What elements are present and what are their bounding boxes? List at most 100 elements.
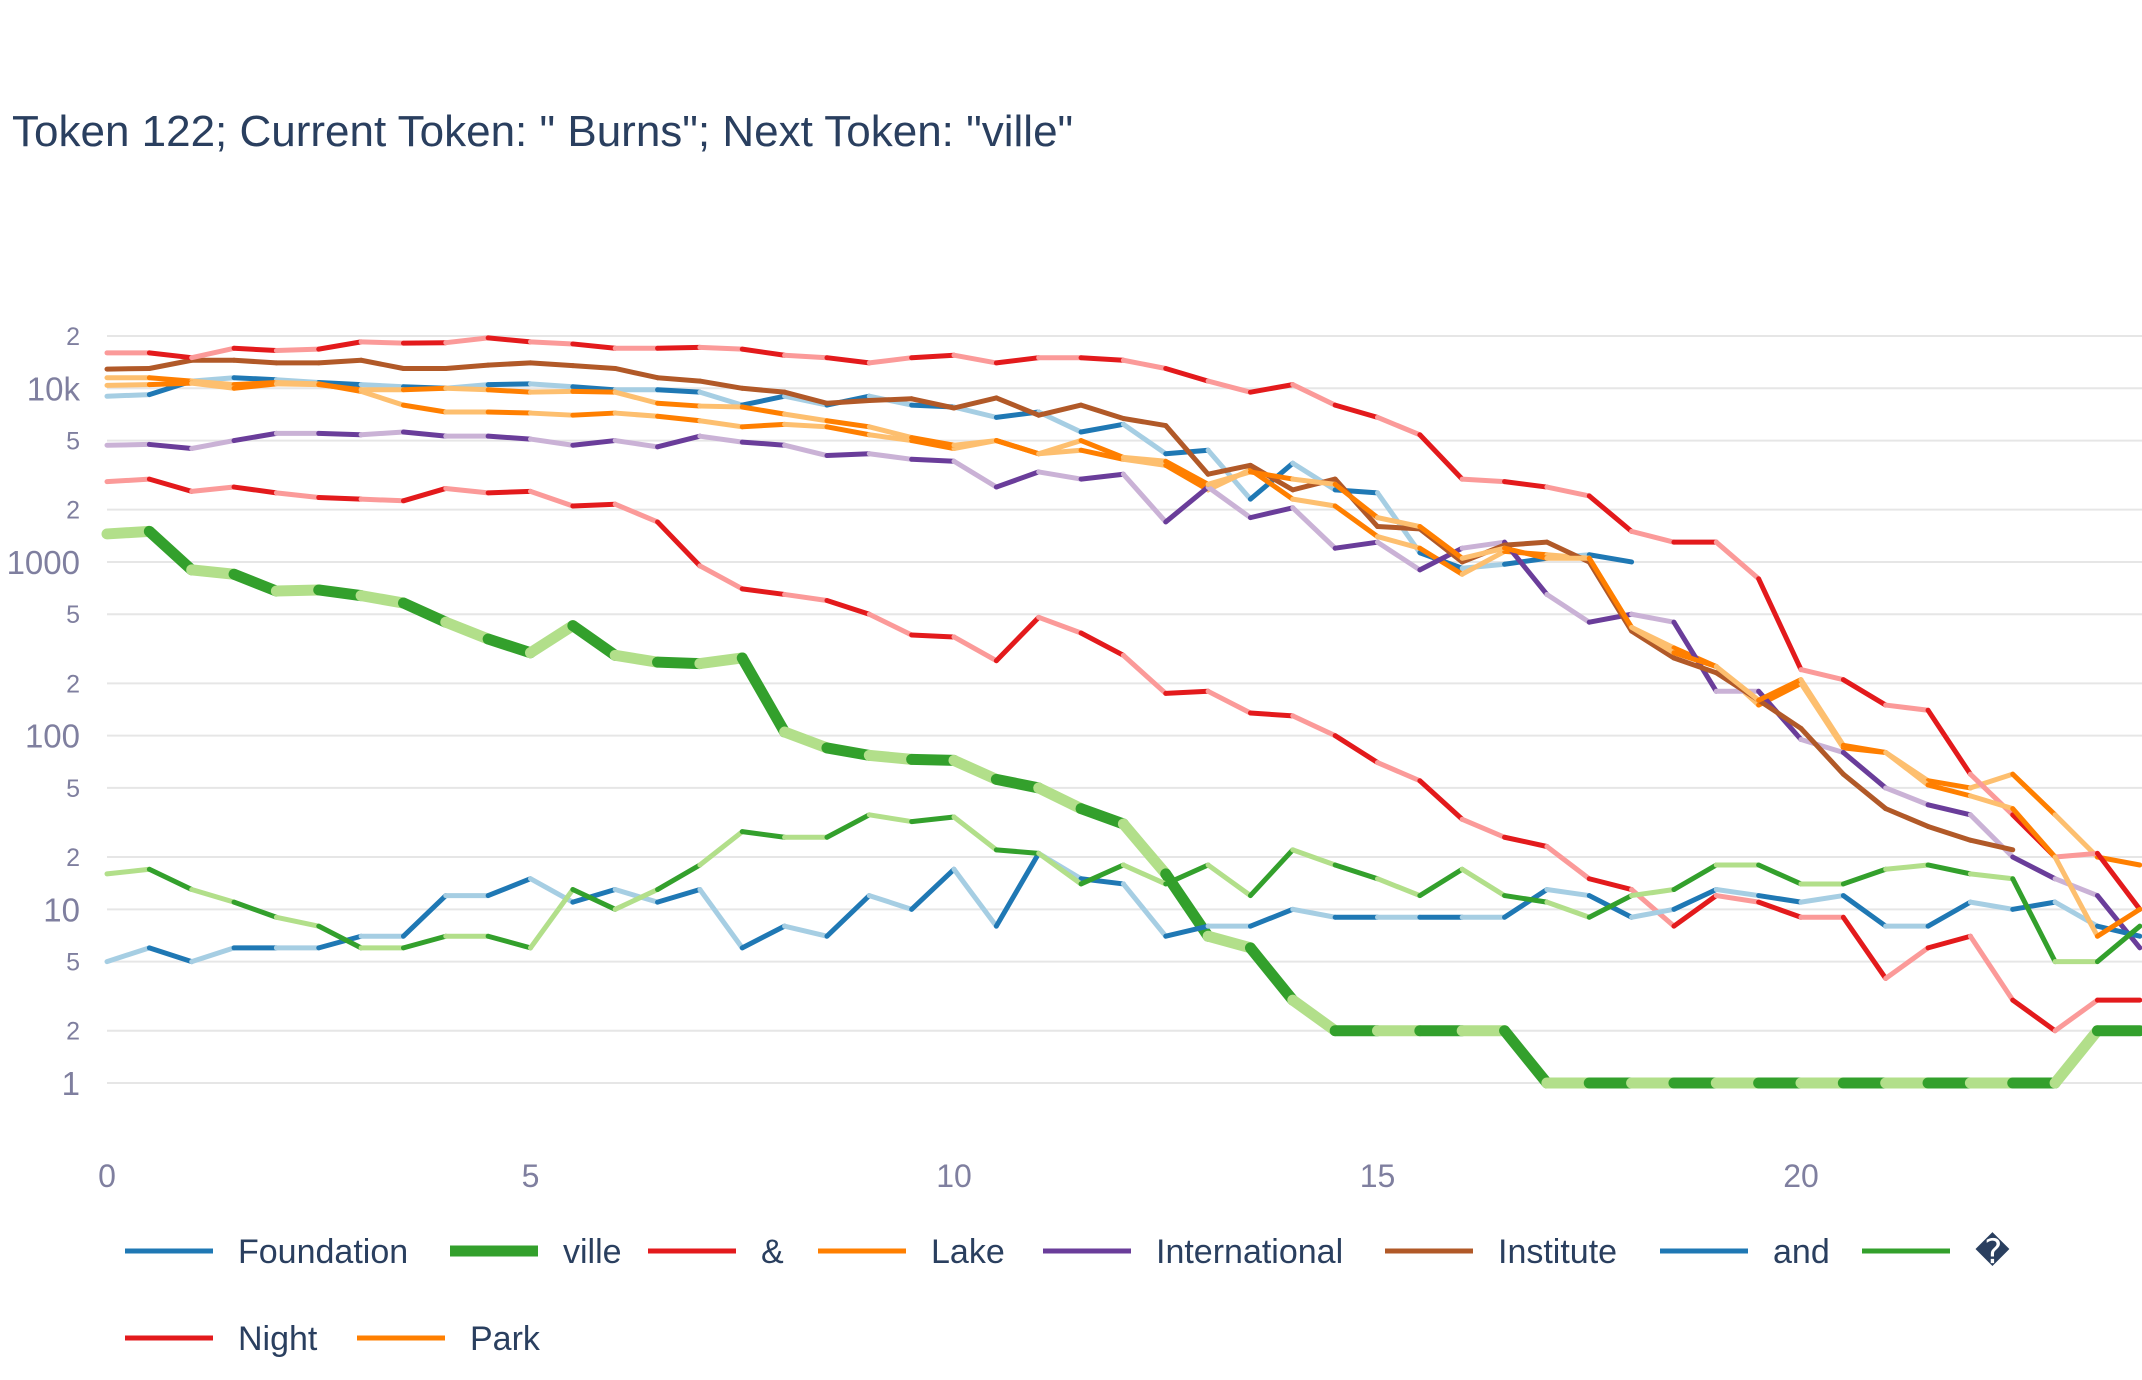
series-segment <box>782 352 830 361</box>
series-segment <box>697 344 745 352</box>
legend-item[interactable]: and <box>1660 1233 1830 1271</box>
series-segment <box>1671 650 1719 670</box>
series-segment <box>570 388 618 395</box>
series-segment <box>1798 893 1846 905</box>
series-segment <box>993 355 1042 366</box>
series-segment <box>612 389 661 406</box>
series-segment <box>273 914 322 929</box>
y-tick-label: 2 <box>66 323 80 351</box>
series-segment <box>1244 942 1299 1006</box>
x-tick-label: 20 <box>1783 1158 1819 1194</box>
series-segment <box>1247 710 1296 719</box>
series-segment <box>1120 454 1169 464</box>
series-segment <box>1332 539 1380 551</box>
series-segment <box>400 385 449 393</box>
series-segment <box>1120 421 1169 457</box>
series-segment <box>1967 933 2016 1003</box>
series-segment <box>525 620 579 659</box>
series-segment <box>1332 481 1380 521</box>
series-segment <box>146 357 195 371</box>
series-segment <box>655 344 703 351</box>
series-segment <box>1798 725 1846 777</box>
y-tick-label: 5 <box>66 775 80 803</box>
series-segment <box>1499 1025 1553 1089</box>
series-segment <box>1332 503 1380 540</box>
series-segment <box>1120 415 1169 429</box>
series-segment <box>1756 677 1804 703</box>
series-segment <box>400 933 449 951</box>
legend-label: Foundation <box>238 1233 408 1271</box>
series-segment <box>570 384 618 393</box>
series-segment <box>1544 484 1592 499</box>
series-segment <box>146 375 195 384</box>
series-segment <box>2094 854 2142 868</box>
legend-item[interactable]: Foundation <box>125 1233 408 1271</box>
legend-item[interactable]: Park <box>357 1320 541 1358</box>
series-segment <box>358 357 406 371</box>
series-segment <box>1840 677 1889 708</box>
legend-item[interactable]: ville <box>450 1233 622 1271</box>
series-segment <box>739 385 788 395</box>
series-segment <box>2010 771 2058 818</box>
series-segment <box>1290 476 1338 487</box>
series-segment <box>1459 816 1508 840</box>
series-segment <box>146 350 195 361</box>
series-segment <box>273 381 322 388</box>
series-segment <box>228 568 282 597</box>
gridlines <box>107 335 2142 1084</box>
series-segment <box>400 485 449 504</box>
legend-item[interactable]: Lake <box>818 1233 1005 1271</box>
series-segment <box>2094 850 2142 912</box>
series-segment <box>782 421 830 430</box>
legend-item[interactable]: � <box>1862 1232 2010 1271</box>
series-segment <box>1883 785 1931 808</box>
series-segment <box>570 887 618 905</box>
series-segment <box>186 564 240 580</box>
series-segment <box>1247 906 1296 929</box>
series-segment <box>104 441 152 448</box>
legend-item[interactable]: & <box>648 1233 784 1271</box>
series-segment <box>485 876 533 899</box>
series-segment <box>400 893 449 939</box>
series-lines <box>101 335 2142 1089</box>
series-segment <box>1883 945 1931 981</box>
series-segment <box>104 945 152 965</box>
series-segment <box>443 335 491 346</box>
legend-label: Night <box>238 1320 318 1358</box>
series-segment <box>104 476 152 485</box>
series-segment <box>1756 576 1804 673</box>
series-segment <box>1883 862 1931 872</box>
series-segment <box>1925 933 1973 951</box>
series-segment <box>485 387 533 395</box>
series-segment <box>993 469 1042 490</box>
series-segment <box>316 933 364 951</box>
series-segment <box>612 410 661 419</box>
series-segment <box>189 945 237 965</box>
series-segment <box>2094 906 2142 939</box>
series-segment <box>231 375 279 383</box>
series-8 <box>104 335 2142 912</box>
legend-item[interactable]: Night <box>125 1320 318 1358</box>
series-segment <box>1459 866 1508 899</box>
series-segment <box>273 490 322 501</box>
series-segment <box>316 923 364 951</box>
series-segment <box>1586 876 1635 893</box>
series-segment <box>1375 524 1423 532</box>
series-segment <box>1417 778 1465 822</box>
series-segment <box>358 429 406 438</box>
series-segment <box>1375 539 1423 573</box>
series-segment <box>358 496 406 504</box>
series-segment <box>739 346 788 358</box>
series-segment <box>1417 432 1465 482</box>
series-segment <box>1036 438 1084 457</box>
legend-item[interactable]: Institute <box>1385 1233 1617 1271</box>
series-segment <box>821 742 875 761</box>
series-segment <box>189 345 237 361</box>
legend-item[interactable]: International <box>1043 1233 1343 1271</box>
series-1 <box>101 525 2142 1089</box>
series-segment <box>104 392 152 399</box>
series-segment <box>1117 818 1172 880</box>
series-segment <box>2010 997 2058 1034</box>
series-segment <box>612 501 661 525</box>
series-segment <box>1120 357 1169 371</box>
